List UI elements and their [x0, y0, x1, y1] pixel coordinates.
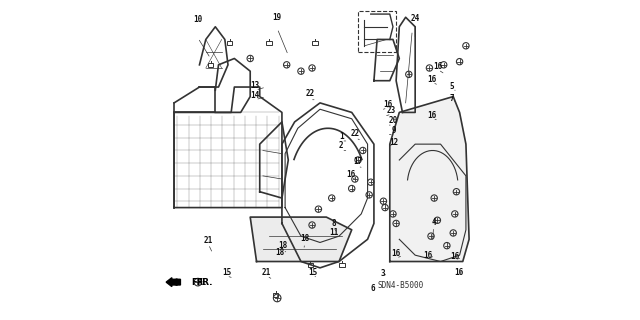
Text: 24: 24: [410, 14, 420, 23]
Bar: [227, 41, 232, 44]
Text: 16: 16: [383, 100, 392, 109]
Text: 16: 16: [454, 268, 463, 277]
Text: 20: 20: [388, 116, 397, 125]
Text: 21: 21: [204, 236, 213, 245]
Text: 4: 4: [431, 218, 436, 227]
Text: 12: 12: [389, 138, 399, 147]
Text: 9: 9: [392, 126, 396, 135]
Text: 21: 21: [262, 268, 271, 277]
Text: 16: 16: [428, 111, 437, 120]
Text: 17: 17: [353, 157, 362, 166]
Text: SDN4-B5000: SDN4-B5000: [378, 281, 424, 290]
Text: 8: 8: [331, 219, 335, 228]
Bar: [312, 41, 318, 44]
Text: 14: 14: [251, 92, 260, 100]
Text: 16: 16: [423, 251, 433, 260]
Text: 16: 16: [450, 252, 459, 261]
Text: 22: 22: [305, 89, 314, 98]
Text: FR.: FR.: [191, 278, 207, 287]
Text: 23: 23: [387, 106, 396, 115]
Bar: [273, 293, 278, 297]
FancyArrow shape: [166, 278, 180, 287]
Text: 18: 18: [278, 241, 287, 250]
Text: 18: 18: [300, 235, 309, 244]
Text: 19: 19: [273, 13, 282, 22]
Text: 16: 16: [346, 170, 355, 179]
Text: 10: 10: [193, 15, 202, 24]
Text: 16: 16: [433, 62, 443, 71]
Text: 2: 2: [339, 141, 344, 150]
Polygon shape: [250, 217, 352, 261]
Text: 22: 22: [351, 129, 360, 138]
Bar: [358, 11, 396, 52]
Polygon shape: [390, 97, 469, 261]
Text: 16: 16: [428, 75, 437, 84]
Text: 18: 18: [276, 248, 285, 258]
Text: 13: 13: [251, 81, 260, 90]
Text: FR.: FR.: [196, 278, 212, 287]
Bar: [308, 263, 314, 267]
Bar: [208, 63, 213, 67]
Text: 15: 15: [222, 268, 231, 277]
Text: 5: 5: [450, 82, 454, 91]
Bar: [266, 41, 272, 44]
Text: 3: 3: [380, 269, 385, 278]
Text: 6: 6: [371, 284, 376, 293]
Bar: [339, 263, 345, 267]
Text: 11: 11: [330, 228, 339, 237]
Text: 7: 7: [450, 94, 454, 103]
Text: 15: 15: [308, 268, 317, 277]
Text: 16: 16: [392, 249, 401, 258]
Text: 1: 1: [339, 132, 344, 141]
